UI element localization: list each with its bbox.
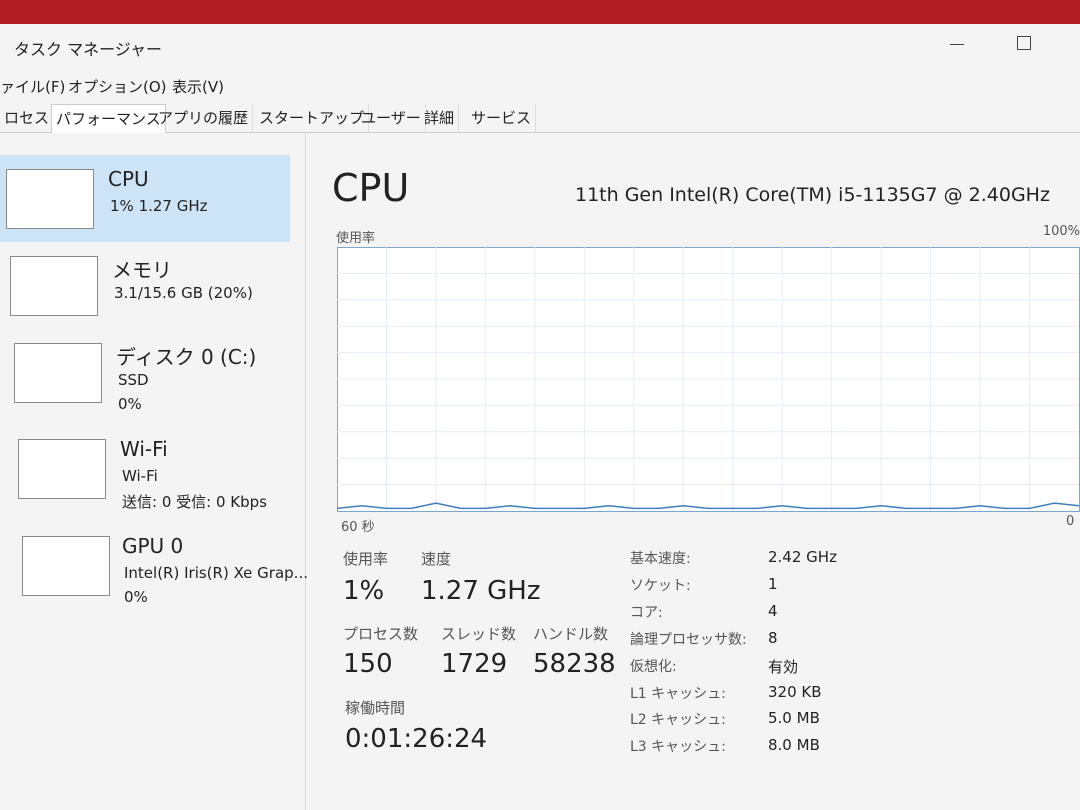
cpu-model: 11th Gen Intel(R) Core(TM) i5-1135G7 @ 2… (575, 184, 1050, 206)
detail-label: 仮想化: (630, 658, 677, 675)
sidebar-divider (305, 133, 306, 810)
tab[interactable]: ロセス (0, 104, 55, 132)
sidebar-detail: 1% 1.27 GHz (110, 197, 208, 215)
stat-label: 稼働時間 (345, 699, 406, 717)
detail-value: 有効 (768, 657, 799, 676)
detail-label: L1 キャッシュ: (630, 685, 726, 702)
window: タスク マネージャー CPU 11th Gen Intel(R) Core(TM… (0, 24, 1080, 810)
sidebar-detail: Intel(R) Iris(R) Xe Grap... (124, 564, 308, 582)
usage-line (337, 502, 1080, 510)
sidebar-detail: Wi-Fi (122, 467, 158, 485)
tab[interactable]: アプリの履歴 (154, 104, 254, 132)
menu-item[interactable]: 表示(V) (172, 78, 224, 96)
stat-label: 速度 (421, 550, 452, 568)
tab[interactable]: パフォーマンス (51, 104, 166, 133)
maximize-button[interactable] (1017, 36, 1031, 50)
sidebar-item[interactable]: GPU 0 (122, 534, 184, 558)
sidebar-detail: 0% (118, 395, 142, 413)
detail-label: ソケット: (630, 577, 691, 594)
graph-max-label: 100% (1042, 224, 1080, 239)
detail-label: 論理プロセッサ数: (630, 631, 747, 648)
tab[interactable]: サービス (467, 104, 537, 132)
tab[interactable]: スタートアップ (255, 104, 370, 132)
thumbnail (18, 439, 106, 499)
sidebar-detail: SSD (118, 371, 149, 389)
thumbnail (14, 343, 102, 403)
stat-label: ハンドル数 (533, 625, 609, 643)
sidebar-item[interactable]: CPU (108, 167, 149, 191)
tab-divider (0, 132, 1080, 133)
thumbnail (6, 169, 94, 229)
tab[interactable]: ユーザー (357, 104, 426, 132)
detail-label: コア: (630, 604, 663, 621)
minimize-button[interactable] (950, 44, 964, 45)
stat-value: 1% (343, 576, 385, 606)
stat-label: 使用率 (343, 550, 389, 568)
sidebar-detail: 送信: 0 受信: 0 Kbps (122, 493, 267, 511)
thumbnail (10, 256, 98, 316)
detail-value: 1 (768, 574, 778, 593)
sidebar-item[interactable]: Wi-Fi (120, 437, 168, 461)
sidebar-item[interactable]: ディスク 0 (C:) (116, 345, 257, 369)
stat-value: 1.27 GHz (421, 576, 541, 606)
detail-value: 2.42 GHz (768, 548, 837, 566)
sidebar-detail: 3.1/15.6 GB (20%) (114, 284, 253, 302)
stat-value: 0:01:26:24 (345, 724, 488, 754)
menu-item[interactable]: ァイル(F) (0, 78, 66, 96)
graph-label: 使用率 (336, 231, 376, 246)
detail-value: 4 (768, 601, 778, 620)
thumbnail (22, 536, 110, 596)
usage-graph (337, 247, 1080, 512)
graph-left-label: 60 秒 (341, 520, 375, 535)
window-title: タスク マネージャー (14, 40, 162, 59)
detail-value: 8 (768, 628, 778, 647)
detail-label: L2 キャッシュ: (630, 712, 726, 729)
stat-value: 1729 (441, 649, 508, 679)
detail-label: 基本速度: (630, 551, 691, 567)
sidebar-item[interactable]: メモリ (112, 258, 172, 282)
tab[interactable]: 詳細 (420, 104, 460, 132)
detail-value: 5.0 MB (768, 709, 820, 728)
sidebar-detail: 0% (124, 588, 148, 606)
stat-value: 58238 (533, 649, 616, 679)
graph-right-label: 0 (1066, 514, 1075, 529)
panel-title: CPU (332, 166, 410, 210)
detail-value: 320 KB (768, 682, 822, 701)
stat-label: スレッド数 (441, 625, 517, 643)
stat-label: プロセス数 (343, 625, 419, 643)
stat-value: 150 (343, 649, 393, 679)
detail-value: 8.0 MB (768, 736, 820, 755)
menu-item[interactable]: オプション(O) (68, 78, 167, 96)
detail-label: L3 キャッシュ: (630, 739, 726, 756)
